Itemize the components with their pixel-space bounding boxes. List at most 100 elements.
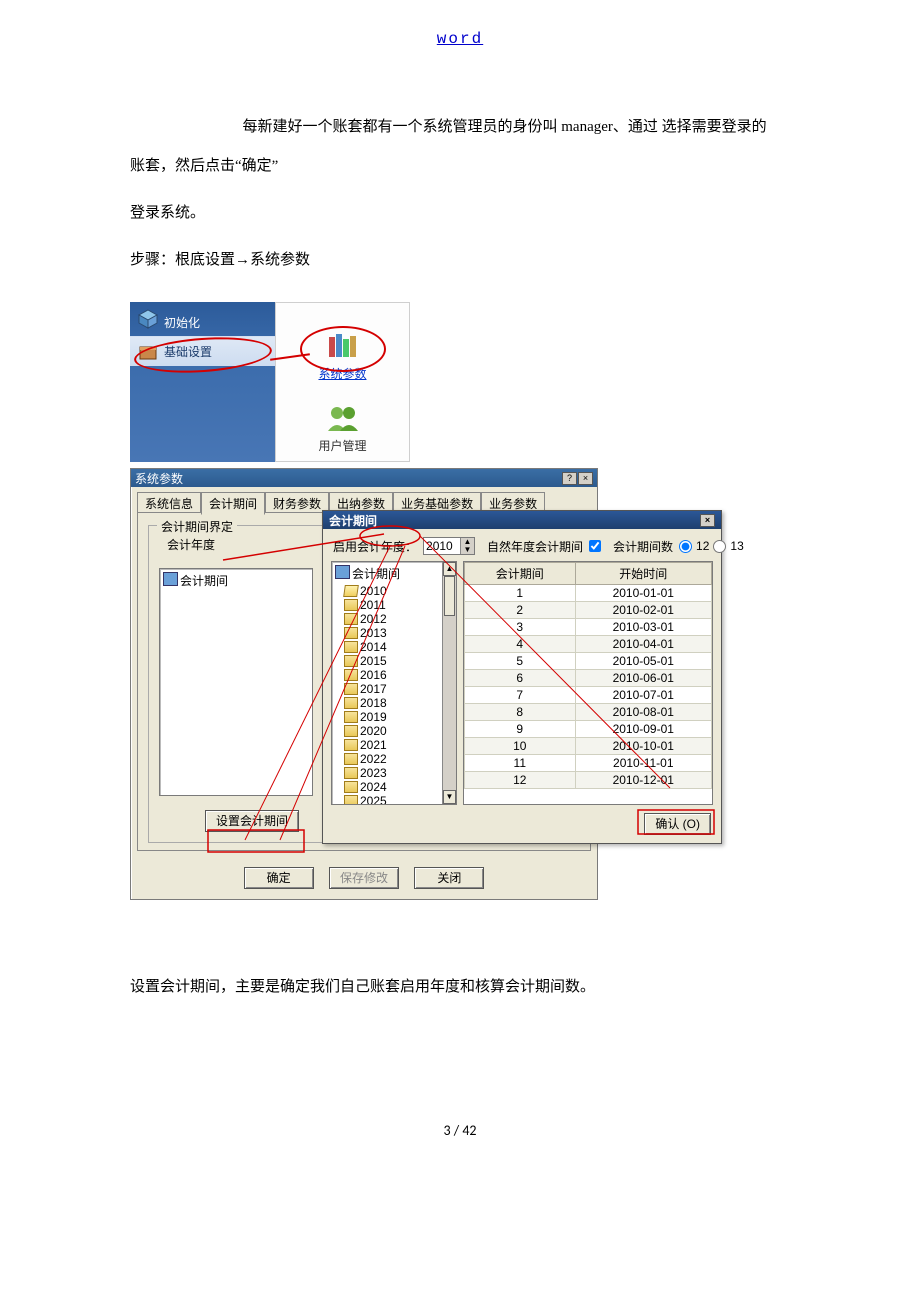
year-node[interactable]: 2011 [332, 598, 442, 612]
year-node[interactable]: 2015 [332, 654, 442, 668]
grid-cell: 2010-04-01 [575, 636, 711, 653]
grid-cell: 8 [465, 704, 576, 721]
grid-cell: 2010-05-01 [575, 653, 711, 670]
radio-12[interactable] [679, 540, 692, 553]
grid-cell: 2010-07-01 [575, 687, 711, 704]
grid-cell: 5 [465, 653, 576, 670]
year-tree-root[interactable]: 会计期间 [332, 562, 442, 584]
sys-params-label: 系统参数 [276, 365, 409, 382]
period-group-legend: 会计期间界定 [157, 518, 237, 535]
natural-year-label: 自然年度会计期间 [487, 538, 583, 555]
year-node[interactable]: 2025 [332, 794, 442, 804]
nav-sidebar: 初始化 基础设置 [130, 302, 275, 462]
tree-scrollbar[interactable]: ▲ ▼ [442, 562, 456, 804]
table-row[interactable]: 22010-02-01 [465, 602, 712, 619]
paragraph-4: 步骤：根底设置→系统参数 [130, 241, 790, 280]
table-row[interactable]: 72010-07-01 [465, 687, 712, 704]
tab-2[interactable]: 财务参数 [265, 492, 329, 514]
grid-header: 开始时间 [575, 563, 711, 585]
screenshot-nav-panel: 初始化 基础设置 系统参数 用户管理 [130, 298, 411, 466]
grid-cell: 2 [465, 602, 576, 619]
table-row[interactable]: 112010-11-01 [465, 755, 712, 772]
grid-header: 会计期间 [465, 563, 576, 585]
year-tree[interactable]: 会计期间 20102011201220132014201520162017201… [331, 561, 457, 805]
period-close-button[interactable]: × [700, 514, 715, 527]
nav-item-base[interactable]: 基础设置 [130, 336, 275, 366]
radio-12-label: 12 [696, 539, 709, 553]
scroll-thumb[interactable] [444, 576, 455, 616]
year-node[interactable]: 2016 [332, 668, 442, 682]
screenshot-dialog: 系统参数 ? × 系统信息会计期间财务参数出纳参数业务基础参数业务参数 会计期间… [130, 468, 725, 904]
left-tree[interactable]: 会计期间 [159, 568, 313, 796]
dialog-title: 系统参数 [135, 470, 183, 487]
table-row[interactable]: 82010-08-01 [465, 704, 712, 721]
year-input[interactable] [424, 538, 460, 554]
year-node[interactable]: 2023 [332, 766, 442, 780]
radio-13-label: 13 [730, 539, 743, 553]
save-button[interactable]: 保存修改 [329, 867, 399, 889]
left-tree-root[interactable]: 会计期间 [160, 569, 312, 592]
user-mgmt-label: 用户管理 [276, 437, 409, 454]
grid-cell: 2010-09-01 [575, 721, 711, 738]
year-node[interactable]: 2013 [332, 626, 442, 640]
year-node[interactable]: 2020 [332, 724, 442, 738]
period-count-label: 会计期间数 [613, 538, 673, 555]
period-top-row: 启用会计年度： ▲▼ 自然年度会计期间 会计期间数 12 13 [323, 529, 721, 561]
natural-year-checkbox[interactable] [589, 540, 601, 552]
user-mgmt-item[interactable]: 用户管理 [276, 403, 409, 454]
ok-button[interactable]: 确定 [244, 867, 314, 889]
grid-cell: 3 [465, 619, 576, 636]
table-row[interactable]: 12010-01-01 [465, 585, 712, 602]
scroll-up-icon[interactable]: ▲ [443, 562, 456, 576]
year-node[interactable]: 2012 [332, 612, 442, 626]
year-node[interactable]: 2021 [332, 738, 442, 752]
year-spinner[interactable]: ▲▼ [423, 537, 475, 555]
grid-cell: 2010-02-01 [575, 602, 711, 619]
footer-paragraph: 设置会计期间，主要是确定我们自己账套启用年度和核算会计期间数。 [130, 972, 790, 1002]
year-node[interactable]: 2017 [332, 682, 442, 696]
table-row[interactable]: 92010-09-01 [465, 721, 712, 738]
scroll-down-icon[interactable]: ▼ [443, 790, 456, 804]
confirm-button[interactable]: 确认 (O) [644, 813, 711, 835]
paragraph-3: 登录系统。 [130, 194, 790, 233]
table-row[interactable]: 102010-10-01 [465, 738, 712, 755]
table-row[interactable]: 32010-03-01 [465, 619, 712, 636]
period-dialog-titlebar: 会计期间 × [323, 511, 721, 529]
enable-year-label: 启用会计年度： [333, 538, 417, 555]
paragraph-1: 每新建好一个账套都有一个系统管理员的身份叫 manager、通过 选择需要登录的 [130, 108, 790, 147]
cube-icon [138, 309, 158, 329]
year-node[interactable]: 2024 [332, 780, 442, 794]
tab-1[interactable]: 会计期间 [201, 492, 265, 515]
word-link[interactable]: word [437, 30, 483, 48]
year-node[interactable]: 2019 [332, 710, 442, 724]
nav-item-init[interactable]: 初始化 [130, 302, 275, 336]
grid-cell: 2010-12-01 [575, 772, 711, 789]
table-row[interactable]: 62010-06-01 [465, 670, 712, 687]
users-icon [325, 403, 361, 433]
table-row[interactable]: 52010-05-01 [465, 653, 712, 670]
nav-label-init: 初始化 [164, 314, 200, 331]
period-group: 会计期间界定 会计年度 会计期间 设置会计期间 [148, 525, 324, 843]
close-button[interactable]: × [578, 472, 593, 485]
grid-cell: 2010-06-01 [575, 670, 711, 687]
grid-cell: 2010-01-01 [575, 585, 711, 602]
set-period-button[interactable]: 设置会计期间 [205, 810, 299, 832]
box-icon [138, 342, 158, 362]
help-button[interactable]: ? [562, 472, 577, 485]
nav-label-base: 基础设置 [164, 343, 212, 360]
table-row[interactable]: 42010-04-01 [465, 636, 712, 653]
grid-cell: 11 [465, 755, 576, 772]
table-row[interactable]: 122010-12-01 [465, 772, 712, 789]
icon-panel: 系统参数 用户管理 [275, 302, 410, 462]
tab-0[interactable]: 系统信息 [137, 492, 201, 514]
page-number: 3 / 42 [130, 1122, 790, 1139]
close-dialog-button[interactable]: 关闭 [414, 867, 484, 889]
year-node[interactable]: 2014 [332, 640, 442, 654]
year-node[interactable]: 2022 [332, 752, 442, 766]
year-node[interactable]: 2018 [332, 696, 442, 710]
year-node[interactable]: 2010 [332, 584, 442, 598]
grid-cell: 2010-10-01 [575, 738, 711, 755]
spin-up-icon[interactable]: ▲▼ [460, 538, 474, 554]
dialog-titlebar: 系统参数 ? × [131, 469, 597, 487]
radio-13[interactable] [713, 540, 726, 553]
